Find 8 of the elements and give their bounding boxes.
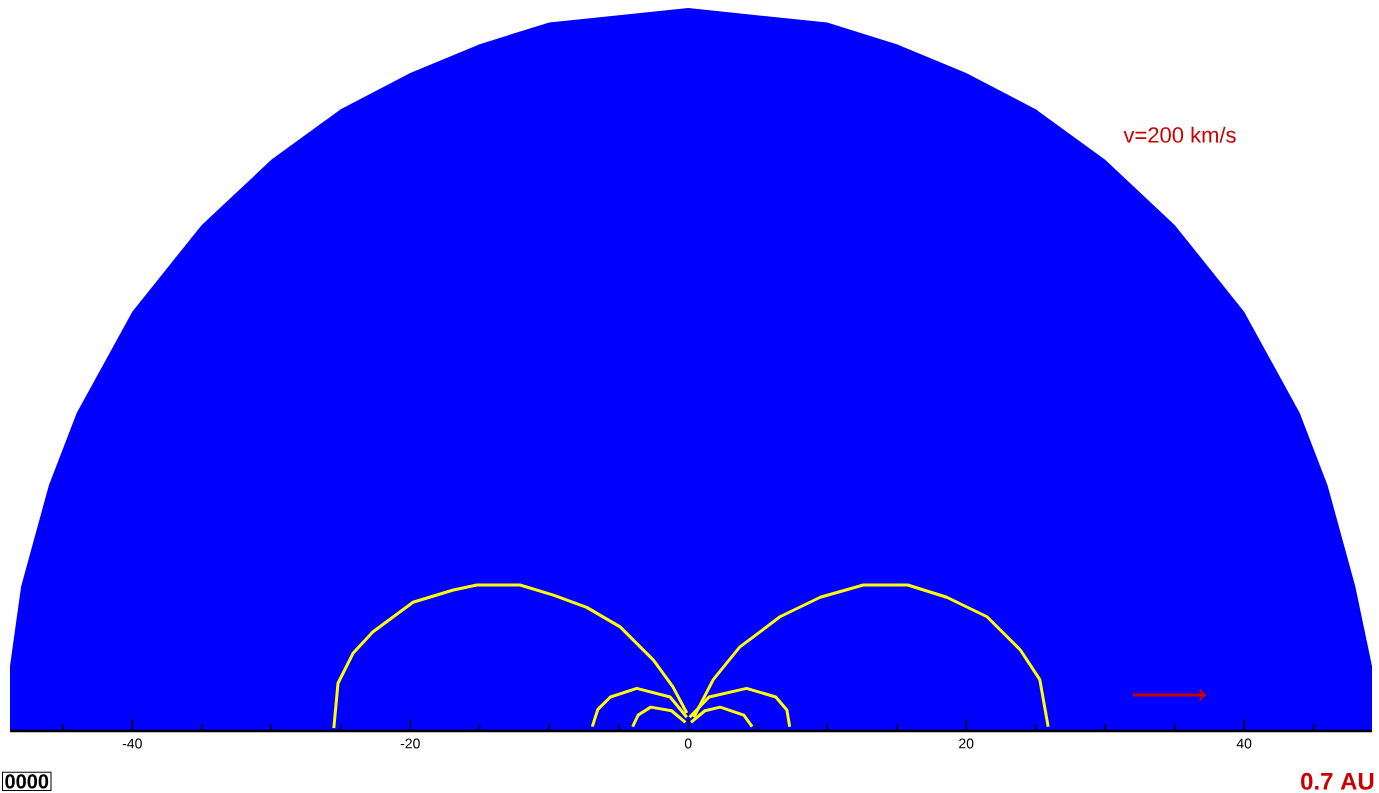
- text: 0000: [5, 774, 49, 789]
- x-tick-label: -20: [400, 738, 420, 749]
- x-tick-label: 20: [959, 738, 974, 749]
- text: 0.7 AU: [1301, 772, 1374, 790]
- x-tick-label: -40: [122, 738, 142, 749]
- x-tick-label: 40: [1236, 738, 1252, 749]
- annotation: v=200 km/s: [1123, 126, 1236, 143]
- x-tick-label: 0: [684, 738, 692, 749]
